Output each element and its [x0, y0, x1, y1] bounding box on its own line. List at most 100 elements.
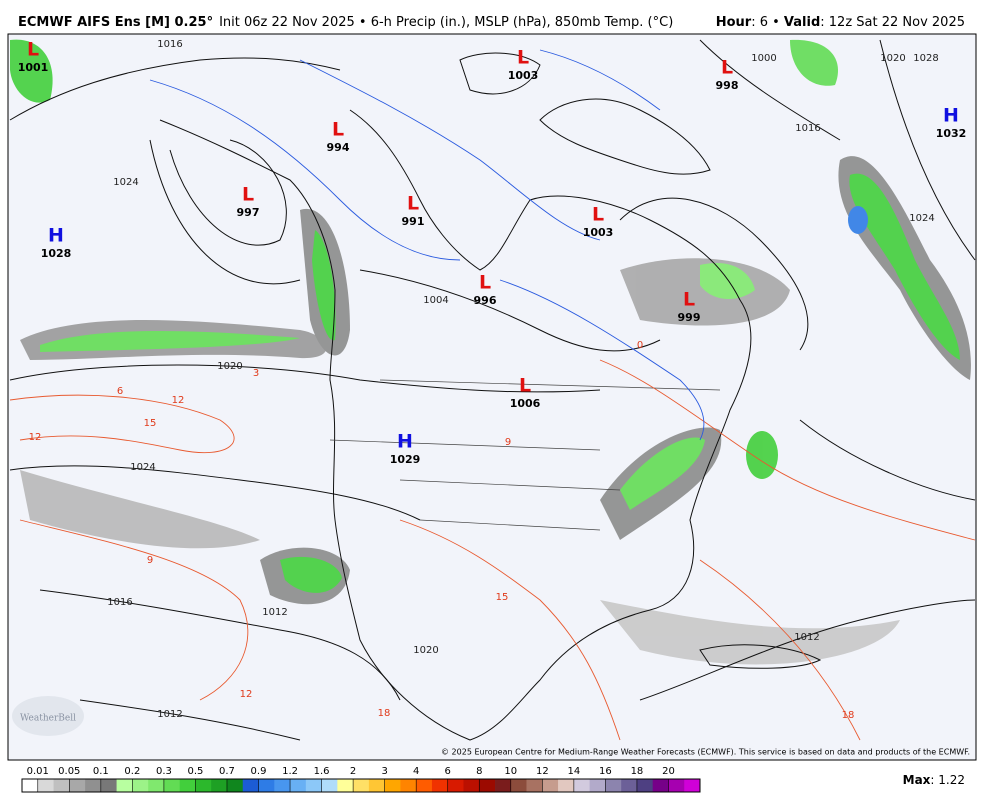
center-letter: L — [517, 47, 529, 69]
logo-badge — [12, 696, 84, 736]
center-letter: H — [397, 431, 413, 453]
center-letter: L — [242, 184, 254, 206]
valid-segment: : 6 • — [751, 15, 784, 30]
colorbar-swatch — [274, 779, 291, 792]
isobar-label: 1024 — [113, 177, 138, 188]
copyright: © 2025 European Centre for Medium-Range … — [441, 748, 970, 757]
isobar — [619, 197, 809, 351]
colorbar-label: 0.7 — [219, 766, 235, 777]
precip-area — [40, 330, 300, 352]
colorbar-swatch — [353, 779, 370, 792]
temperature-label: 12 — [29, 432, 42, 443]
isobar — [359, 269, 661, 352]
colorbar-swatch — [290, 779, 307, 792]
title: ECMWF AIFS Ens [M] 0.25° — [18, 15, 213, 30]
precip-area — [848, 206, 868, 234]
coastline — [459, 52, 541, 95]
temperature-contour — [699, 559, 861, 741]
isobar — [9, 465, 421, 521]
isobar-label: 1024 — [130, 462, 155, 473]
colorbar-label: 16 — [599, 766, 612, 777]
temperature-label: 15 — [144, 418, 157, 429]
colorbar-swatch — [368, 779, 385, 792]
precip-area — [620, 437, 705, 510]
isobar-label: 1012 — [794, 632, 819, 643]
isobar-label: 1000 — [751, 53, 776, 64]
isobar-label: 1016 — [795, 123, 820, 134]
colorbar-label: 18 — [631, 766, 644, 777]
colorbar-label: 0.2 — [124, 766, 140, 777]
isobar-label: 1012 — [157, 709, 182, 720]
temperature-label: 0 — [637, 340, 643, 351]
isobar-label: 1016 — [157, 39, 182, 50]
colorbar-swatch — [479, 779, 496, 792]
colorbar-label: 8 — [476, 766, 482, 777]
colorbar-label: 0.1 — [93, 766, 109, 777]
center-value: 1029 — [390, 453, 421, 466]
valid-segment: Valid — [784, 15, 820, 30]
colorbar-label: 6 — [445, 766, 451, 777]
temperature-contour — [149, 79, 461, 261]
colorbar-swatch — [447, 779, 464, 792]
isobar — [699, 39, 841, 141]
colorbar-swatch — [22, 779, 39, 792]
precip-area — [20, 470, 260, 549]
colorbar-swatch — [305, 779, 322, 792]
logo-text: WeatherBell — [20, 714, 76, 724]
colorbar-swatch — [148, 779, 165, 792]
colorbar: 0.01 0.05 0.1 0.2 0.3 0.5 0.7 0.9 1.2 1.6 2 3 4 6 8 10 1… — [21, 766, 701, 793]
center-letter: L — [27, 39, 39, 61]
colorbar-label: 1.6 — [314, 766, 330, 777]
colorbar-swatch — [179, 779, 196, 792]
center-value: 1003 — [583, 226, 614, 239]
temperature-label: 3 — [253, 368, 259, 379]
subtitle: Init 06z 22 Nov 2025 • 6-h Precip (in.),… — [219, 15, 673, 30]
colorbar-swatch — [132, 779, 149, 792]
temperature-contour — [599, 359, 976, 541]
coastline — [699, 644, 822, 669]
center-letter: L — [592, 204, 604, 226]
colorbar-swatch — [195, 779, 212, 792]
colorbar-swatch — [526, 779, 543, 792]
isobar — [799, 419, 976, 501]
center-value: 1006 — [510, 397, 541, 410]
colorbar-swatch — [211, 779, 228, 792]
precip-area — [700, 262, 755, 300]
colorbar-label: 20 — [662, 766, 675, 777]
center-value: 997 — [237, 206, 260, 219]
temperature-label: 18 — [842, 710, 855, 721]
colorbar-label: 4 — [413, 766, 419, 777]
temperature-label: 9 — [505, 437, 511, 448]
center-value: 1032 — [936, 127, 967, 140]
temperature-label: 12 — [172, 395, 185, 406]
precip-area — [600, 600, 900, 665]
colorbar-swatch — [53, 779, 70, 792]
precip-area — [620, 258, 790, 326]
colorbar-swatch — [163, 779, 180, 792]
border — [329, 379, 721, 531]
colorbar-swatch — [636, 779, 653, 792]
colorbar-swatch — [652, 779, 669, 792]
isobar-label: 1028 — [913, 53, 938, 64]
center-value: 994 — [327, 141, 350, 154]
colorbar-swatch — [495, 779, 512, 792]
colorbar-swatch — [431, 779, 449, 792]
center-value: 999 — [678, 311, 701, 324]
colorbar-label: 10 — [504, 766, 517, 777]
colorbar-swatch — [668, 779, 685, 792]
precip-area — [746, 431, 778, 479]
colorbar-swatch — [605, 779, 622, 792]
isobars — [9, 39, 976, 741]
colorbar-swatch — [116, 779, 133, 792]
center-value: 991 — [402, 215, 425, 228]
isobar-label: 1020 — [880, 53, 905, 64]
isobar-label: 1016 — [107, 597, 132, 608]
center-value: 1003 — [508, 69, 539, 82]
colorbar-label: 12 — [536, 766, 549, 777]
center-value: 1028 — [41, 247, 72, 260]
colorbar-label: 2 — [350, 766, 356, 777]
coastlines — [159, 52, 822, 741]
precip-area — [849, 173, 960, 360]
